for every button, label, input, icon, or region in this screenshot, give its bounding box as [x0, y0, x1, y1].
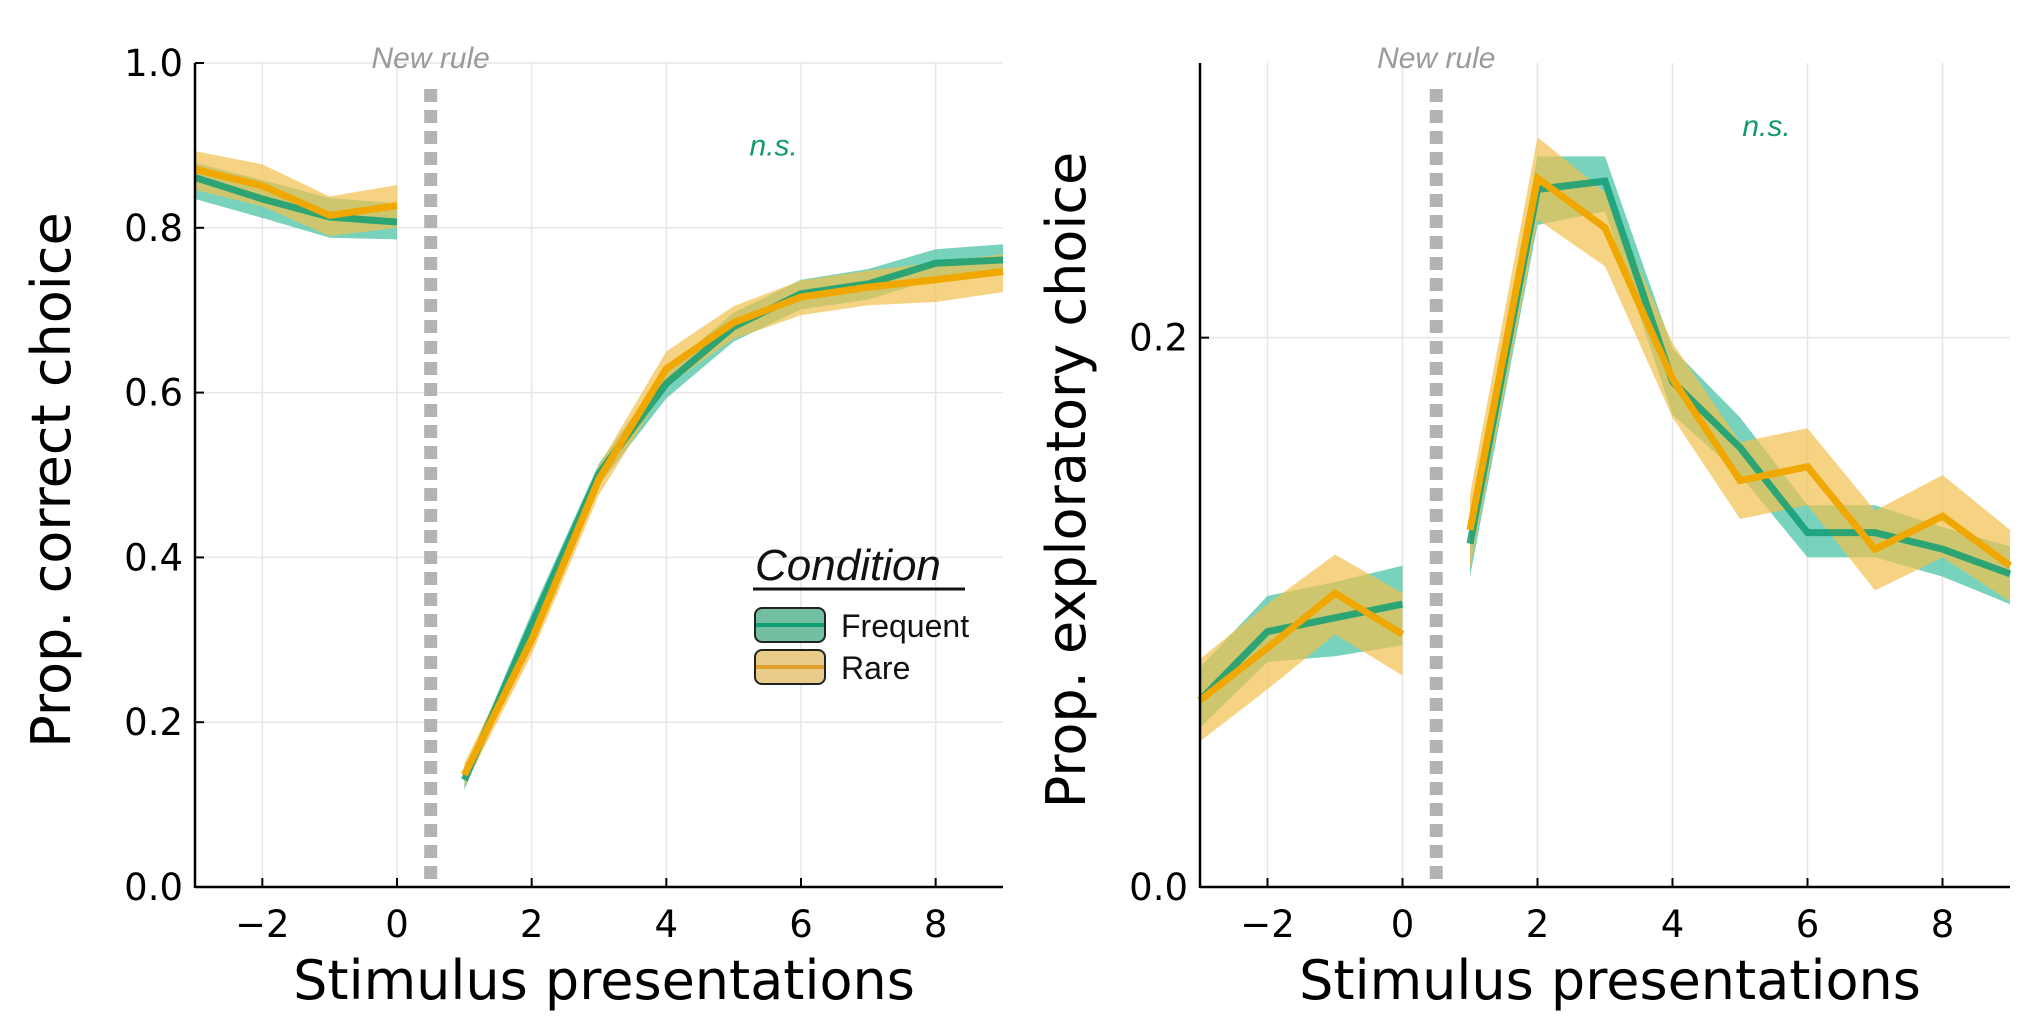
x-tick-label: 6 — [1796, 903, 1820, 946]
line-rare — [461, 267, 1004, 777]
x-tick-label: 8 — [1931, 903, 1955, 946]
axes — [193, 62, 1003, 889]
line-frequent — [193, 174, 398, 226]
legend-item-frequent: Frequent — [754, 607, 969, 644]
axes — [1198, 63, 2010, 889]
legend-label-frequent: Frequent — [841, 608, 969, 644]
legend-item-rare: Rare — [754, 649, 910, 686]
x-tick-label: 0 — [385, 903, 409, 946]
x-tick-label: −2 — [235, 903, 290, 946]
panel-correct-choice: −2 0 2 4 6 80.00.20.40.60.81.0 New rule n.s. … — [20, 42, 1004, 1012]
x-tick-label: 4 — [1661, 903, 1685, 946]
line-rare — [1197, 588, 1405, 703]
y-axis-title: Prop. exploratory choice — [1035, 152, 1098, 809]
x-tick-label: 0 — [1391, 903, 1415, 946]
tick-labels: −2 0 2 4 6 8 0.0 0.2 0.4 0.6 0.8 1.0 — [124, 42, 947, 946]
band-rare — [464, 254, 1003, 787]
y-tick-label: 0.4 — [124, 536, 183, 579]
tick-labels: −2 0 2 4 6 8 0.0 0.2 — [1129, 317, 1954, 946]
x-axis-title: Stimulus presentations — [1299, 949, 1921, 1012]
y-tick-label: 1.0 — [124, 42, 183, 85]
band-rare — [1470, 137, 2010, 602]
y-tick-label: 0.2 — [124, 701, 183, 744]
y-tick-label: 0.6 — [124, 372, 183, 415]
x-tick-label: 6 — [789, 903, 813, 946]
mean-lines — [1197, 172, 2013, 703]
legend-label-rare: Rare — [841, 650, 910, 686]
legend-title: Condition — [755, 541, 941, 590]
x-tick-label: 2 — [520, 903, 544, 946]
mean-lines — [193, 165, 1004, 782]
x-axis-title: Stimulus presentations — [293, 949, 915, 1012]
x-tick-label: 2 — [1526, 903, 1550, 946]
significance-label: n.s. — [749, 129, 797, 162]
significance-label: n.s. — [1742, 110, 1790, 143]
y-tick-label: 0.0 — [1129, 866, 1188, 909]
x-tick-label: −2 — [1240, 903, 1295, 946]
y-tick-label: 0.2 — [1129, 317, 1188, 360]
y-axis-title: Prop. correct choice — [20, 212, 83, 747]
y-tick-label: 0.8 — [124, 207, 183, 250]
line-rare — [194, 165, 398, 220]
new-rule-label: New rule — [371, 42, 489, 75]
band-rare — [1200, 554, 1403, 742]
new-rule-label: New rule — [1377, 42, 1495, 75]
y-tick-label: 0.0 — [124, 866, 183, 909]
legend: Condition Frequent Rare — [753, 541, 969, 686]
x-tick-label: 8 — [924, 903, 948, 946]
panel-exploratory-choice: −2 0 2 4 6 8 0.0 0.2 New rule n.s. Stimulus pre… — [1035, 42, 2013, 1012]
x-tick-label: 4 — [655, 903, 679, 946]
